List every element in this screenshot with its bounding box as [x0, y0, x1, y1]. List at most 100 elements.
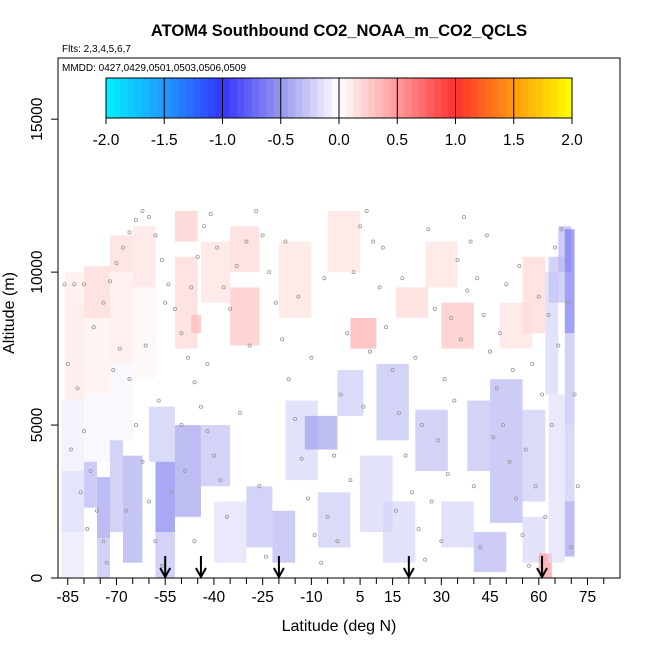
heatmap-cell	[155, 461, 175, 533]
observation-point	[85, 527, 90, 532]
observation-point	[283, 239, 288, 244]
colorbar-segment	[477, 78, 486, 118]
heatmap-cell	[200, 241, 231, 303]
heatmap-cell	[109, 272, 133, 364]
observation-point	[367, 349, 372, 354]
y-tick-label: 15000	[29, 97, 46, 140]
flight-arrow-head	[402, 567, 415, 580]
observation-point	[205, 429, 210, 434]
observation-point	[309, 355, 314, 360]
observation-point	[280, 337, 285, 342]
colorbar-segment	[258, 78, 267, 118]
observation-point	[101, 539, 106, 544]
colorbar-segment	[200, 78, 209, 118]
observation-point	[192, 539, 197, 544]
observation-point	[436, 438, 441, 443]
heatmap-cell	[415, 409, 448, 471]
heatmap-cell	[61, 532, 84, 578]
colorbar-segment	[237, 78, 245, 118]
observation-point	[273, 300, 278, 305]
observation-point	[205, 361, 210, 366]
y-axis: 0 5000 10000 15000	[29, 97, 58, 582]
colorbar-tick-label: -2.0	[93, 132, 120, 149]
observation-point	[426, 227, 431, 232]
observation-point	[179, 423, 184, 428]
heatmap-cell	[473, 532, 507, 572]
colorbar-segment	[375, 78, 384, 118]
observation-point	[478, 545, 483, 550]
heatmap-cell	[132, 226, 156, 288]
colorbar: -2.0 -1.5 -1.0 -0.5 0.0 0.5 1.0 1.5 2.0	[93, 77, 583, 149]
colorbar-segment	[280, 78, 289, 118]
heatmap-cell	[278, 241, 312, 318]
observation-point	[514, 496, 519, 501]
plot-border	[57, 57, 621, 579]
observation-point	[153, 233, 158, 238]
flight-arrow-head	[273, 567, 285, 580]
observation-point	[111, 367, 116, 372]
observation-point	[520, 533, 525, 538]
heatmap-cell	[564, 333, 575, 426]
flight-arrow	[195, 556, 207, 580]
observation-point	[208, 211, 213, 216]
colorbar-segment	[433, 78, 442, 118]
observation-point	[107, 279, 112, 284]
observation-point	[497, 331, 502, 336]
observation-point	[133, 218, 138, 223]
observation-point	[527, 563, 532, 568]
colorbar-segment	[346, 78, 355, 118]
heatmap-cell	[230, 226, 260, 273]
observation-point	[293, 416, 298, 421]
heatmap-cell	[61, 470, 84, 533]
observation-point	[429, 499, 434, 504]
observation-point	[306, 496, 311, 501]
observation-point	[120, 245, 125, 250]
observation-point	[75, 386, 80, 391]
colorbar-tick-label: 0.5	[386, 132, 408, 149]
observation-point	[523, 447, 528, 452]
colorbar-segment	[215, 78, 224, 118]
observation-point	[62, 282, 67, 287]
colorbar-segment	[113, 78, 122, 118]
observation-point	[488, 349, 493, 354]
colorbar-segment	[222, 78, 231, 118]
colorbar-segment	[521, 78, 529, 118]
observation-point	[133, 423, 138, 428]
observation-point	[335, 539, 340, 544]
observation-point	[361, 404, 366, 409]
heatmap-cell	[304, 415, 338, 450]
colorbar-segment	[499, 78, 508, 118]
observation-point	[189, 285, 194, 290]
colorbar-tick-label: 0.0	[328, 132, 350, 149]
x-tick-label: 75	[579, 589, 596, 606]
observation-point	[322, 276, 327, 281]
heatmap-cell	[213, 501, 247, 563]
colorbar-segment	[542, 78, 551, 118]
colorbar-segment	[426, 78, 435, 118]
colorbar-segment	[440, 78, 449, 118]
colorbar-segment	[302, 78, 311, 118]
colorbar-segment	[309, 78, 318, 118]
colorbar-segment	[331, 78, 340, 118]
observation-point	[481, 312, 486, 317]
heatmap-cell	[564, 229, 575, 334]
flight-arrow-head	[195, 567, 207, 580]
observation-point	[234, 263, 239, 268]
observation-point	[202, 224, 207, 229]
observation-point	[81, 429, 86, 434]
observation-point	[468, 239, 473, 244]
heatmap-cell	[327, 210, 361, 273]
observation-point	[172, 306, 177, 311]
flight-arrows-layer	[159, 556, 548, 580]
observation-point	[117, 346, 122, 351]
colorbar-tick-label: 1.0	[445, 132, 467, 149]
observation-point	[72, 282, 77, 287]
observation-point	[384, 325, 389, 330]
observation-point	[140, 459, 145, 464]
observation-point	[299, 456, 304, 461]
observation-point	[244, 239, 249, 244]
heatmap-cell	[148, 406, 175, 462]
observation-points-layer	[62, 208, 580, 568]
observation-point	[575, 484, 580, 489]
